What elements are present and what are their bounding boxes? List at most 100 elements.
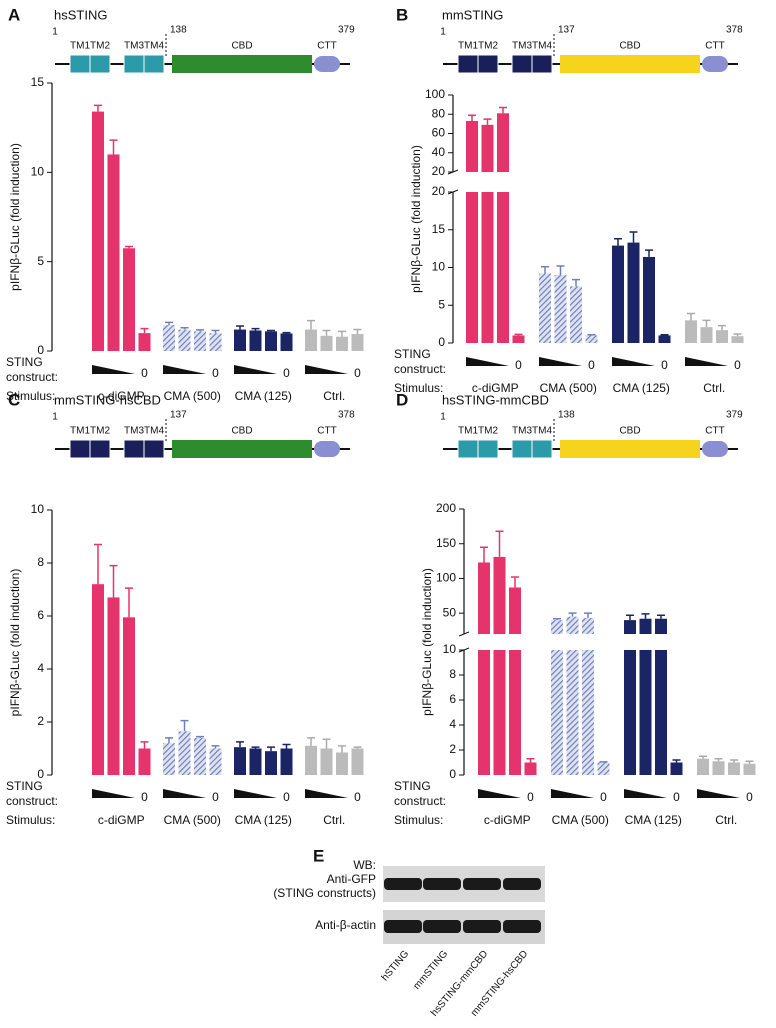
bar	[539, 273, 551, 343]
construct-label: construct:	[6, 370, 58, 384]
construct-label: STING	[394, 779, 431, 793]
error-bar	[307, 319, 315, 330]
y-tick-label: 6	[449, 692, 456, 706]
bar	[658, 335, 671, 343]
error-bar	[196, 329, 204, 332]
bar-lower	[481, 192, 494, 343]
tm-box	[69, 439, 91, 459]
tm-box	[457, 439, 479, 459]
bar-lower	[493, 650, 506, 775]
y-tick-label: 100	[436, 571, 456, 585]
bar-lower	[655, 650, 667, 775]
bar	[265, 331, 277, 351]
bar	[209, 748, 222, 775]
stimulus-label: Stimulus:	[394, 813, 443, 827]
bar	[570, 286, 582, 343]
cbd-label: CBD	[619, 426, 640, 437]
zero-dose-label: 0	[673, 790, 680, 804]
bar	[178, 731, 191, 775]
tm-box	[531, 54, 553, 74]
y-tick-label: 10	[31, 502, 45, 516]
bar-upper	[624, 620, 636, 634]
tm-label: TM1	[458, 426, 478, 437]
tm-label: TM4	[532, 426, 552, 437]
bar-upper	[493, 556, 506, 634]
bar-upper	[639, 618, 652, 634]
end-residue: 378	[726, 25, 743, 36]
bar-lower	[466, 192, 478, 343]
y-tick-label: 0	[37, 767, 44, 781]
y-tick-label: 10	[443, 642, 457, 656]
tm-box	[69, 54, 91, 74]
bar-upper	[509, 587, 521, 634]
dose-wedge	[466, 357, 509, 366]
dose-wedge	[92, 365, 135, 374]
ctt-box	[314, 441, 340, 457]
bar-lower	[624, 650, 636, 775]
bar-upper	[481, 124, 494, 172]
error-bar	[657, 614, 665, 619]
stimulus-label: Stimulus:	[6, 389, 55, 403]
bar	[320, 335, 333, 351]
bar-lower	[639, 650, 652, 775]
error-bar	[745, 760, 754, 764]
error-bar	[196, 735, 204, 738]
bar	[123, 248, 135, 351]
band-actin	[503, 920, 541, 933]
error-bar	[267, 329, 275, 332]
start-residue: 1	[440, 412, 446, 423]
zero-dose-label: 0	[283, 366, 290, 380]
bar	[336, 336, 348, 351]
panel: E WB:Anti-GFP(STING constructs) Anti-β-act…	[273, 846, 545, 1019]
error-bar	[282, 331, 291, 334]
construct-label: construct:	[394, 362, 446, 376]
zero-dose-label: 0	[212, 366, 219, 380]
start-residue: 1	[440, 27, 446, 38]
cbd-box	[172, 55, 312, 73]
y-tick-label: 15	[432, 222, 446, 236]
error-bar	[572, 278, 580, 287]
panel-title: mmSTING-hsCBD	[54, 392, 161, 407]
bar	[524, 762, 537, 775]
cbd-box	[560, 55, 700, 73]
error-bar	[338, 745, 346, 753]
y-tick-label: 10	[432, 260, 446, 274]
tm-end-residue: 137	[558, 25, 575, 36]
tm-box	[477, 54, 499, 74]
stimulus-name: Ctrl.	[323, 813, 345, 827]
dose-wedge	[234, 789, 277, 798]
y-tick-label: 20	[432, 164, 446, 178]
stimulus-name: c-diGMP	[472, 381, 519, 395]
error-bar	[180, 327, 189, 330]
stimulus-name: Ctrl.	[323, 389, 345, 403]
y-tick-label: 2	[37, 714, 44, 728]
error-bar	[125, 245, 133, 249]
zero-dose-label: 0	[527, 790, 534, 804]
error-bar	[165, 321, 173, 326]
tm-box	[89, 439, 111, 459]
bar	[163, 325, 175, 351]
error-bar	[730, 759, 738, 763]
bar	[194, 331, 206, 351]
error-bar	[322, 329, 331, 336]
y-tick-label: 2	[449, 742, 456, 756]
bar-upper	[466, 120, 478, 172]
bar	[265, 751, 277, 775]
error-bar	[702, 319, 711, 328]
error-bar	[718, 324, 726, 331]
panel-letter: C	[8, 390, 20, 409]
y-axis-label: pIFNβ-GLuc (fold induction)	[420, 568, 434, 716]
y-tick-label: 20	[432, 184, 446, 198]
bar	[305, 329, 317, 351]
end-residue: 379	[338, 25, 355, 36]
error-bar	[645, 249, 653, 257]
error-bar	[282, 743, 291, 749]
bar-upper	[566, 616, 579, 634]
tm-label: TM3	[124, 426, 144, 437]
error-bar	[660, 333, 669, 336]
tm-box	[511, 54, 533, 74]
ctt-label: CTT	[705, 426, 724, 437]
tm-label: TM2	[478, 426, 498, 437]
tm-label: TM2	[478, 41, 498, 52]
